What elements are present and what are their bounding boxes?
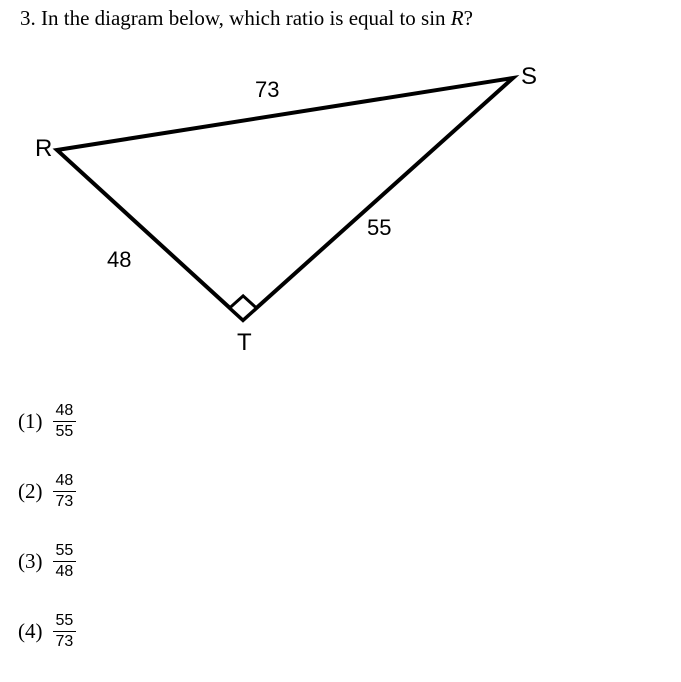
choice-number: (3) xyxy=(18,549,43,574)
vertex-label-t: T xyxy=(237,329,252,356)
question-qmark: ? xyxy=(464,6,473,30)
side-label-rt: 48 xyxy=(107,247,131,272)
fraction: 48 55 xyxy=(53,402,77,440)
fraction: 48 73 xyxy=(53,472,77,510)
question-text: 3. In the diagram below, which ratio is … xyxy=(20,6,473,31)
choice-4: (4) 55 73 xyxy=(18,612,76,650)
vertex-label-r: R xyxy=(35,135,52,162)
fraction-numerator: 55 xyxy=(53,612,77,632)
fraction-numerator: 48 xyxy=(53,402,77,422)
triangle-svg: 73 55 48 R S T xyxy=(15,55,545,375)
fraction-numerator: 55 xyxy=(53,542,77,562)
fraction-denominator: 73 xyxy=(53,492,77,511)
fraction: 55 73 xyxy=(53,612,77,650)
fraction: 55 48 xyxy=(53,542,77,580)
choice-number: (4) xyxy=(18,619,43,644)
question-number: 3. xyxy=(20,6,36,30)
question-body: In the diagram below, which ratio is equ… xyxy=(41,6,446,30)
choice-number: (1) xyxy=(18,409,43,434)
choice-3: (3) 55 48 xyxy=(18,542,76,580)
page: 3. In the diagram below, which ratio is … xyxy=(0,0,681,681)
side-label-rs: 73 xyxy=(255,77,279,102)
choice-number: (2) xyxy=(18,479,43,504)
triangle-diagram: 73 55 48 R S T xyxy=(15,55,545,375)
question-variable: R xyxy=(451,6,464,30)
triangle-outline xyxy=(57,78,513,320)
side-label-st: 55 xyxy=(367,215,391,240)
fraction-denominator: 73 xyxy=(53,632,77,651)
answer-choices: (1) 48 55 (2) 48 73 (3) 55 48 (4) 55 73 xyxy=(18,402,76,682)
vertex-label-s: S xyxy=(521,63,537,90)
fraction-denominator: 48 xyxy=(53,562,77,581)
choice-1: (1) 48 55 xyxy=(18,402,76,440)
choice-2: (2) 48 73 xyxy=(18,472,76,510)
right-angle-marker xyxy=(230,296,257,320)
fraction-numerator: 48 xyxy=(53,472,77,492)
fraction-denominator: 55 xyxy=(53,422,77,441)
